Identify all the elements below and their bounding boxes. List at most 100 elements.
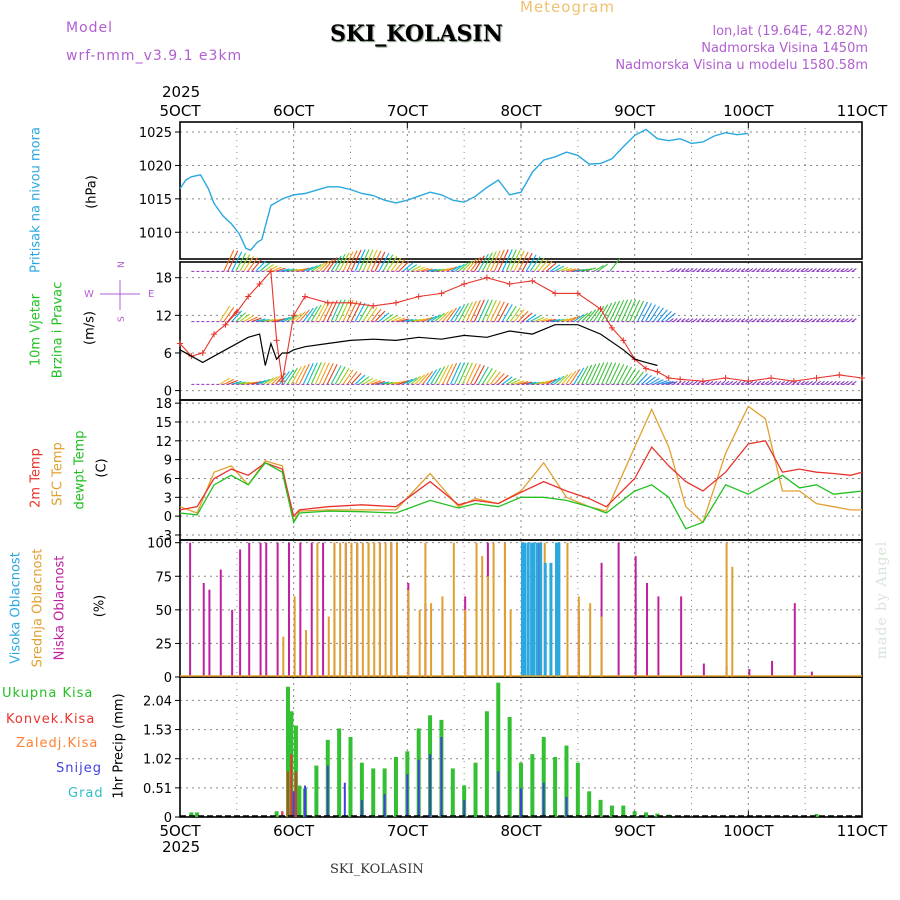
low-cloud-bar bbox=[680, 596, 682, 677]
low-cloud-bar bbox=[299, 543, 301, 677]
snow-bar bbox=[440, 737, 442, 817]
snow-bar bbox=[543, 783, 545, 817]
high-cloud-bar bbox=[557, 543, 560, 677]
mid-cloud-bar bbox=[464, 610, 466, 677]
high-cloud-bar bbox=[544, 563, 547, 677]
mid-cloud-bar bbox=[601, 617, 603, 677]
total-precip-bar bbox=[371, 768, 375, 817]
lonlat-label: lon,lat (19.64E, 42.82N) bbox=[712, 24, 868, 39]
low-cloud-bar bbox=[239, 549, 241, 677]
mid-cloud-bar bbox=[333, 543, 335, 677]
mid-cloud-bar bbox=[476, 543, 478, 677]
mid-cloud-bar bbox=[419, 610, 421, 677]
pressure-unit: (hPa) bbox=[85, 175, 100, 209]
total-precip-bar bbox=[576, 763, 580, 817]
total-precip-bar bbox=[451, 768, 455, 817]
snow-bar bbox=[361, 800, 363, 817]
snow-bar bbox=[293, 791, 295, 817]
gust-marker bbox=[484, 275, 490, 281]
elevation-label: Nadmorska Visina 1450m bbox=[701, 41, 868, 56]
mid-cloud-bar bbox=[424, 543, 426, 677]
ytick-label: 1.02 bbox=[143, 753, 172, 768]
convective-precip-bar bbox=[290, 754, 292, 817]
compass-e: E bbox=[148, 289, 154, 300]
gust-marker bbox=[200, 350, 206, 356]
wind-ylabel2: Brzina i Pravac bbox=[51, 282, 66, 379]
compass-cross bbox=[100, 280, 140, 310]
footer-title: SKI_KOLASIN bbox=[330, 862, 424, 877]
total-precip-bar bbox=[394, 757, 398, 817]
panel-frame bbox=[180, 122, 862, 259]
xtick-label-top: 11OCT bbox=[837, 102, 888, 120]
mid-cloud-bar bbox=[566, 543, 568, 677]
mid-cloud-bar bbox=[589, 603, 591, 677]
convective-precip-bar bbox=[287, 771, 289, 817]
xtick-label-bottom: 9OCT bbox=[614, 822, 656, 840]
low-cloud-bar bbox=[635, 556, 637, 677]
snow-bar bbox=[327, 766, 329, 817]
snow-bar bbox=[497, 771, 499, 817]
ytick-label: 2.04 bbox=[143, 694, 172, 709]
gust-marker bbox=[791, 378, 797, 384]
low-cloud-bar bbox=[288, 543, 290, 677]
snow-bar bbox=[384, 794, 386, 817]
model-label: Model bbox=[66, 20, 113, 36]
wind-barb bbox=[610, 259, 620, 272]
xtick-label-bottom: 8OCT bbox=[501, 822, 543, 840]
ytick-label: 0.51 bbox=[143, 782, 172, 797]
mid-cloud-bar bbox=[407, 590, 409, 677]
low-cloud-bar bbox=[794, 603, 796, 677]
low-cloud-bar bbox=[220, 570, 222, 677]
xtick-label-top: 9OCT bbox=[614, 102, 656, 120]
temp2m-ylabel: 2m Temp bbox=[29, 448, 44, 508]
low-cloud-bar bbox=[248, 543, 250, 677]
ytick-label: 6 bbox=[164, 472, 172, 487]
xtick-label-bottom: 11OCT bbox=[837, 822, 888, 840]
high-cloud-bar bbox=[527, 543, 530, 677]
wind-ylabel: 10m Vjetar bbox=[29, 294, 44, 366]
high-cloud-ylabel: Visoka Oblacnost bbox=[9, 552, 24, 664]
ytick-label: 12 bbox=[155, 309, 172, 324]
ytick-label: 1.53 bbox=[143, 724, 172, 739]
compass-n: N bbox=[117, 261, 127, 268]
sfc-temp-line bbox=[180, 406, 862, 522]
low-cloud-bar bbox=[646, 583, 648, 677]
mid-cloud-bar bbox=[396, 543, 398, 677]
mid-cloud-bar bbox=[368, 543, 370, 677]
mid-cloud-bar bbox=[356, 543, 358, 677]
low-cloud-bar bbox=[231, 610, 233, 677]
xtick-label-top: 5OCT bbox=[160, 102, 202, 120]
low-cloud-bar bbox=[189, 543, 191, 677]
gust-marker bbox=[666, 375, 672, 381]
total-precip-bar bbox=[337, 728, 341, 817]
ytick-label: 18 bbox=[155, 397, 172, 412]
total-precip-bar bbox=[530, 754, 534, 817]
mid-cloud-bar bbox=[379, 543, 381, 677]
legend-hail: Grad bbox=[68, 786, 104, 801]
snow-bar bbox=[406, 774, 408, 817]
ytick-label: 1025 bbox=[139, 126, 172, 141]
ytick-label: 3 bbox=[164, 491, 172, 506]
low-cloud-bar bbox=[618, 543, 620, 677]
legend-convective-precip: Konvek.Kisa bbox=[6, 712, 95, 727]
mid-cloud-bar bbox=[362, 543, 364, 677]
low-cloud-ylabel: Niska Oblacnost bbox=[53, 556, 68, 661]
mid-cloud-bar bbox=[504, 543, 506, 677]
low-cloud-bar bbox=[657, 596, 659, 677]
wind-speed-line bbox=[180, 325, 657, 366]
low-cloud-bar bbox=[311, 543, 313, 677]
mid-cloud-ylabel: Srednja Oblacnost bbox=[31, 549, 46, 668]
legend-snow: Snijeg bbox=[56, 761, 102, 776]
ytick-label: 6 bbox=[164, 347, 172, 362]
low-cloud-bar bbox=[208, 590, 210, 677]
snow-bar bbox=[463, 800, 465, 817]
pressure-ylabel: Pritisak na nivou mora bbox=[29, 127, 44, 273]
legend-total-precip: Ukupna Kisa bbox=[2, 686, 93, 701]
gust-marker bbox=[507, 281, 513, 287]
low-cloud-bar bbox=[703, 664, 705, 677]
total-precip-bar bbox=[599, 800, 603, 817]
low-cloud-bar bbox=[265, 543, 267, 677]
mid-cloud-bar bbox=[481, 556, 483, 677]
ytick-label: 1010 bbox=[139, 226, 172, 241]
gust-marker bbox=[393, 300, 399, 306]
